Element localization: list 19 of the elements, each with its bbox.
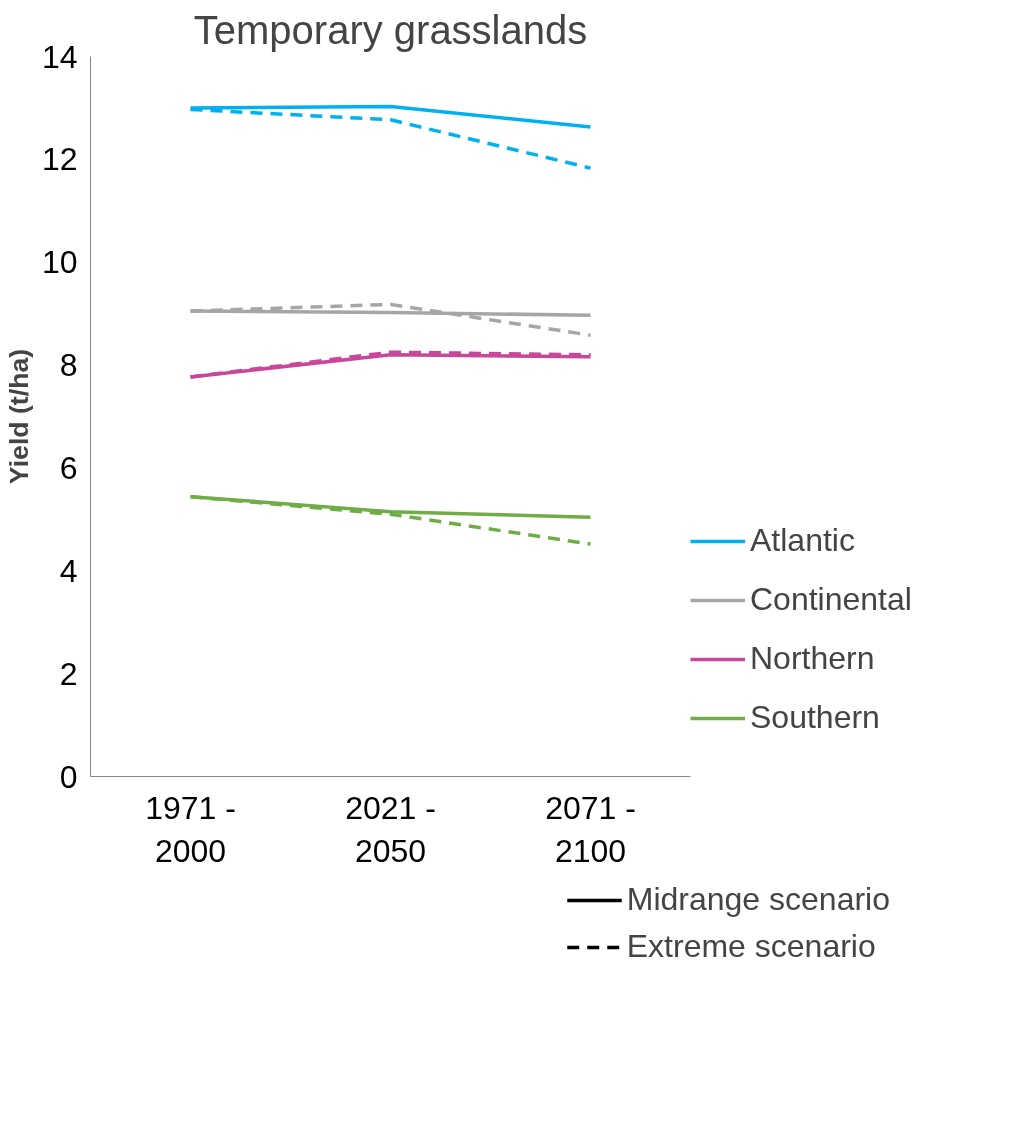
y-tick-label: 14 xyxy=(41,38,78,75)
text: Extreme scenario xyxy=(626,928,876,965)
y-tick-label: 8 xyxy=(59,347,78,384)
y-tick-label: 6 xyxy=(59,449,78,486)
legend-label: Southern xyxy=(750,699,880,736)
legend-label: Atlantic xyxy=(750,522,855,559)
legend-label: Northern xyxy=(750,640,875,677)
chart-title: Temporary grasslands xyxy=(193,7,588,52)
y-tick-label: 10 xyxy=(41,244,78,281)
y-axis-title: Yield (t/ha) xyxy=(3,348,34,485)
x-tick-label: 1971 - 2000 xyxy=(145,789,236,869)
x-tick-label: 2021 - 2050 xyxy=(345,789,436,869)
y-tick-label: 4 xyxy=(59,552,78,589)
x-tick-label: 2071 - 2100 xyxy=(545,789,636,869)
y-tick-label: 2 xyxy=(59,655,78,692)
legend-label: Continental xyxy=(750,581,912,618)
text: Midrange scenario xyxy=(626,881,890,918)
y-tick-label: 12 xyxy=(41,141,78,178)
y-tick-label: 0 xyxy=(59,758,78,795)
